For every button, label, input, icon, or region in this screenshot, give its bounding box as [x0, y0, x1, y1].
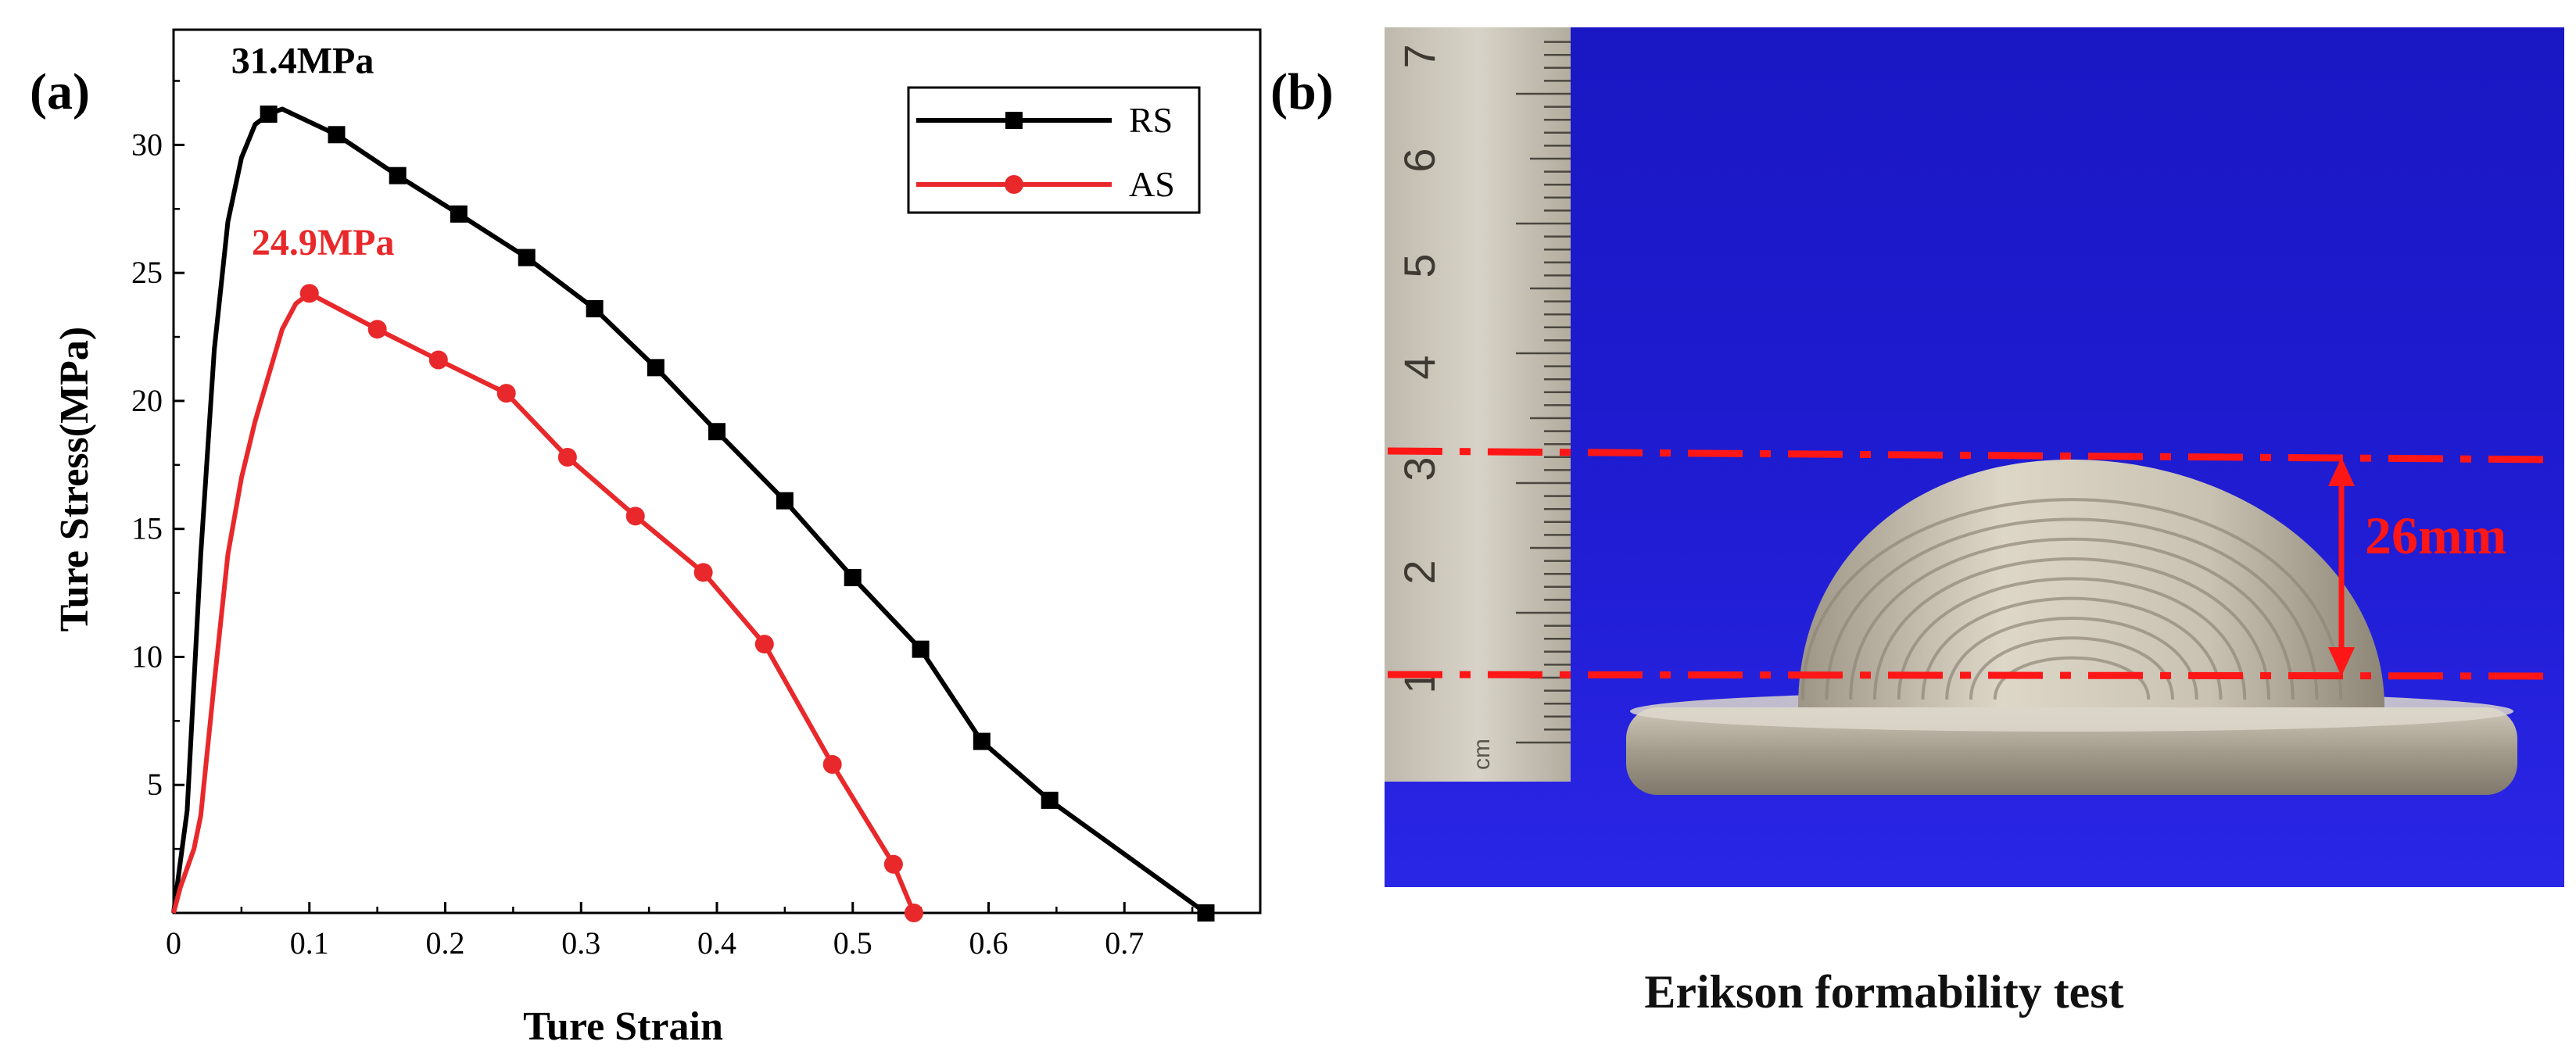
data-point-rs [389, 166, 407, 184]
data-point-rs [518, 249, 536, 267]
dome-ring [1873, 557, 2270, 700]
dome-ring [1825, 517, 2319, 700]
ruler-number: 4 [1395, 355, 1444, 379]
x-tick-label: 0.7 [1105, 925, 1144, 961]
y-tick-label: 20 [131, 383, 163, 418]
data-point-rs [912, 640, 930, 658]
dome-ring [1849, 537, 2295, 700]
specimen-base [1626, 707, 2517, 795]
arrow-head-up [2328, 457, 2355, 486]
y-tick-label: 30 [131, 127, 163, 162]
panel-a-label: (a) [30, 63, 90, 120]
data-point-as [299, 284, 319, 303]
height-label: 26mm [2365, 506, 2506, 565]
top-dashdot-line [1387, 447, 2557, 463]
data-point-as [693, 563, 713, 582]
arrow-head-down [2328, 647, 2355, 676]
data-point-rs [328, 126, 346, 144]
data-point-rs [1041, 791, 1059, 809]
data-point-rs [1197, 904, 1215, 922]
data-point-rs [708, 423, 726, 441]
data-point-rs [450, 205, 468, 223]
x-tick-label: 0.2 [426, 925, 465, 961]
peak-annotation: 31.4MPa [231, 41, 374, 82]
data-point-as [754, 635, 774, 654]
legend-label: RS [1129, 100, 1173, 140]
y-tick-label: 5 [147, 767, 163, 802]
ruler-unit: cm [1469, 739, 1495, 770]
data-point-as [367, 320, 387, 339]
x-tick-label: 0.1 [290, 925, 329, 961]
x-tick-label: 0.4 [697, 925, 736, 961]
x-tick-label: 0.6 [969, 925, 1009, 961]
data-point-rs [776, 492, 794, 510]
stress-strain-chart: 0 0.1 0.2 0.3 0.4 0.5 0.6 0.7 5 10 15 20 25 30 Ture St… [52, 28, 1262, 1049]
ruler-number: 2 [1395, 560, 1444, 584]
ruler [1385, 27, 1571, 782]
dome-ring [1921, 596, 2223, 700]
dome-ring [1897, 577, 2247, 700]
legend-box [907, 86, 1201, 214]
data-point-as [883, 854, 903, 874]
y-tick-label: 25 [131, 255, 163, 290]
x-tick-label: 0 [166, 925, 181, 961]
data-point-rs [260, 106, 278, 123]
legend-label: AS [1129, 164, 1175, 204]
data-point-as [822, 755, 842, 775]
data-point-rs [973, 732, 991, 750]
legend-marker [1005, 175, 1023, 194]
ruler-number: 5 [1395, 253, 1444, 277]
x-tick-label: 0.5 [833, 925, 872, 961]
y-tick-label: 10 [131, 639, 163, 674]
dome-rings [1800, 498, 2343, 700]
peak-annotation: 24.9MPa [252, 222, 395, 263]
x-tick-label: 0.3 [561, 925, 600, 961]
y-axis-label: Ture Stress(MPa) [52, 327, 97, 632]
data-point-as [496, 384, 516, 403]
data-point-as [625, 506, 645, 526]
x-axis-label: Ture Strain [523, 1004, 723, 1049]
ruler-number: 7 [1395, 44, 1444, 68]
data-point-as [428, 350, 448, 370]
legend-marker [1005, 112, 1023, 129]
ruler-number: 3 [1395, 456, 1444, 481]
dome-ring [1969, 636, 2174, 700]
ruler-ticks [1516, 41, 1571, 744]
series-line-rs [171, 106, 1208, 915]
ruler-number: 6 [1395, 148, 1444, 172]
dome-ring [1945, 617, 2198, 700]
bottom-dashdot-line [1387, 671, 2557, 680]
data-point-rs [586, 300, 604, 318]
y-tick-label: 15 [131, 511, 163, 546]
panel-b-label: (b) [1270, 63, 1334, 120]
data-point-as [904, 904, 923, 922]
data-point-rs [647, 359, 665, 377]
dome-ring [1800, 498, 2343, 700]
dome-ring [1993, 656, 2151, 700]
photo-caption: Erikson formability test [1644, 966, 2124, 1018]
data-point-as [557, 447, 577, 467]
data-point-rs [844, 568, 862, 586]
